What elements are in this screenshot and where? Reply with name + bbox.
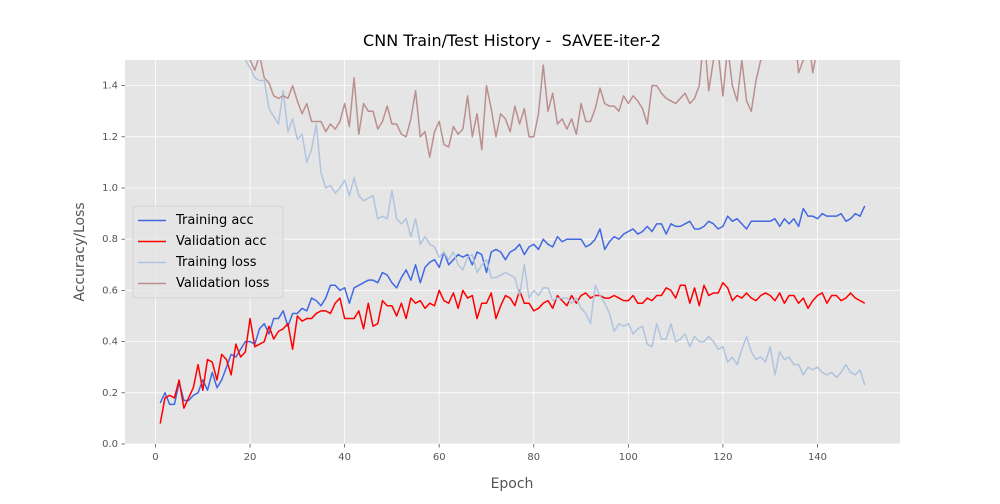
y-tick-label: 0.4: [102, 337, 118, 348]
legend-label: Training loss: [175, 255, 257, 270]
y-tick-label: 0.8: [102, 234, 118, 245]
x-tick-label: 100: [619, 452, 638, 463]
y-tick-label: 1.4: [102, 81, 118, 92]
y-tick-label: 0.2: [102, 388, 118, 399]
y-tick-label: 1.0: [102, 183, 118, 194]
y-axis-label: Accuracy/Loss: [72, 202, 88, 301]
x-tick-label: 80: [527, 452, 540, 463]
x-tick-label: 60: [433, 452, 446, 463]
legend: Training acc Validation acc Training loss V…: [132, 205, 284, 299]
y-tick-label: 0.6: [102, 285, 118, 296]
series-line: [244, 60, 866, 386]
x-tick-label: 140: [808, 452, 827, 463]
series-line: [159, 281, 866, 424]
y-tick-label: 1.2: [102, 132, 118, 143]
legend-label: Validation acc: [176, 234, 267, 249]
series-line: [249, 60, 816, 159]
legend-box: [132, 205, 284, 299]
lines: [159, 60, 866, 424]
legend-label: Validation loss: [176, 276, 270, 291]
x-tick-label: 20: [244, 452, 257, 463]
x-tick-label: 120: [713, 452, 732, 463]
x-tick-label: 40: [338, 452, 351, 463]
chart-title: CNN Train/Test History - SAVEE-iter-2: [363, 31, 661, 50]
x-axis-label: Epoch: [491, 476, 534, 492]
ticks: 0 20 40 60 80 100 120 140 0.0 0.2 0.4 0.6 0.8 1.0 1.2 1…: [102, 81, 827, 463]
legend-label: Training acc: [175, 213, 254, 228]
x-tick-label: 0: [152, 452, 158, 463]
series-line: [159, 205, 866, 406]
y-tick-label: 0.0: [102, 439, 118, 450]
